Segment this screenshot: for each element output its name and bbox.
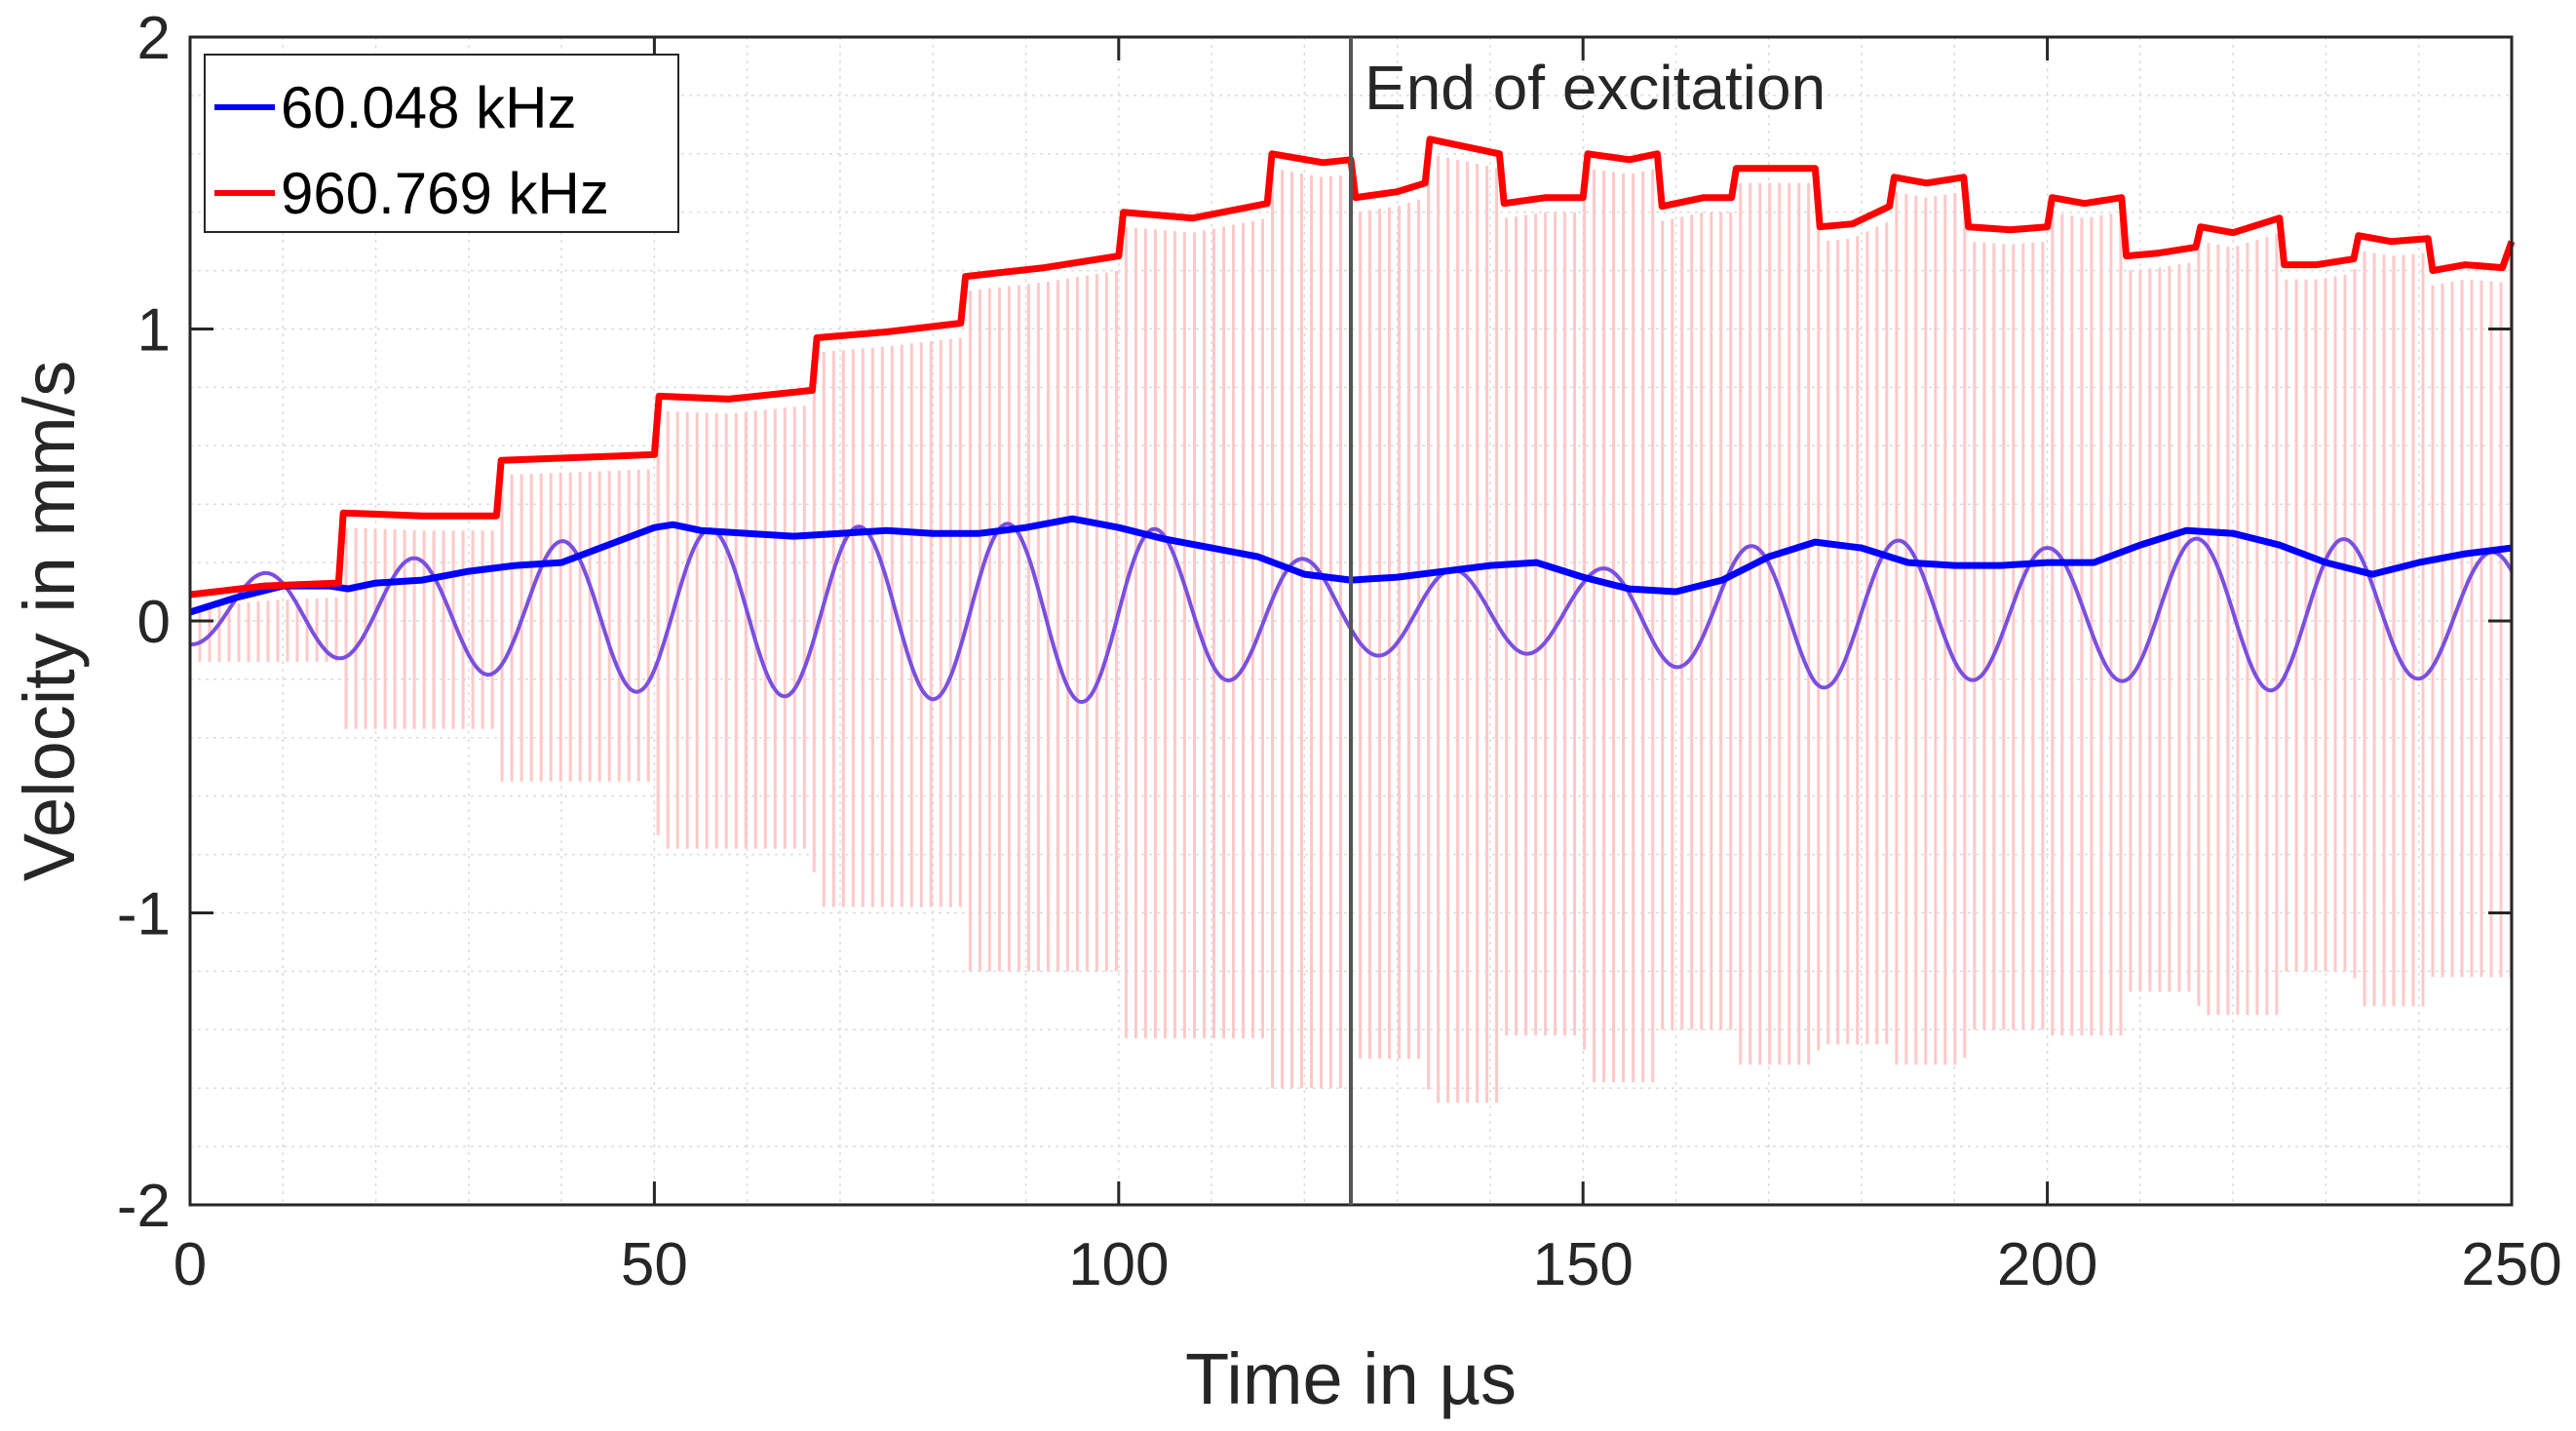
x-tick-label: 50	[621, 1231, 688, 1298]
legend-entry-60khz: 60.048 kHz	[281, 75, 577, 140]
x-tick-label: 0	[173, 1231, 207, 1298]
legend: 60.048 kHz 960.769 kHz	[204, 54, 679, 233]
x-tick-label: 200	[1997, 1231, 2097, 1298]
y-axis-label: Velocity in mm/s	[9, 361, 90, 882]
x-tick-label: 100	[1068, 1231, 1169, 1298]
end-of-excitation-label: End of excitation	[1365, 53, 1826, 123]
x-axis-label: Time in µs	[1185, 1338, 1517, 1419]
y-tick-label: -1	[117, 881, 171, 948]
series-line-1	[189, 135, 2516, 599]
x-tick-label: 150	[1532, 1231, 1633, 1298]
y-tick-label: 1	[137, 297, 171, 365]
y-tick-label: -2	[117, 1173, 171, 1240]
axis-ticks: 0 50 100 150 200 250 -2 -1 0 1 2	[117, 5, 2562, 1298]
y-tick-label: 0	[137, 589, 171, 656]
plot-area	[188, 135, 2516, 1103]
x-tick-label: 250	[2461, 1231, 2561, 1298]
series-line-0	[188, 515, 2513, 616]
legend-entry-960khz: 960.769 kHz	[281, 161, 609, 226]
y-tick-label: 2	[137, 5, 171, 72]
legend-box	[204, 54, 679, 233]
